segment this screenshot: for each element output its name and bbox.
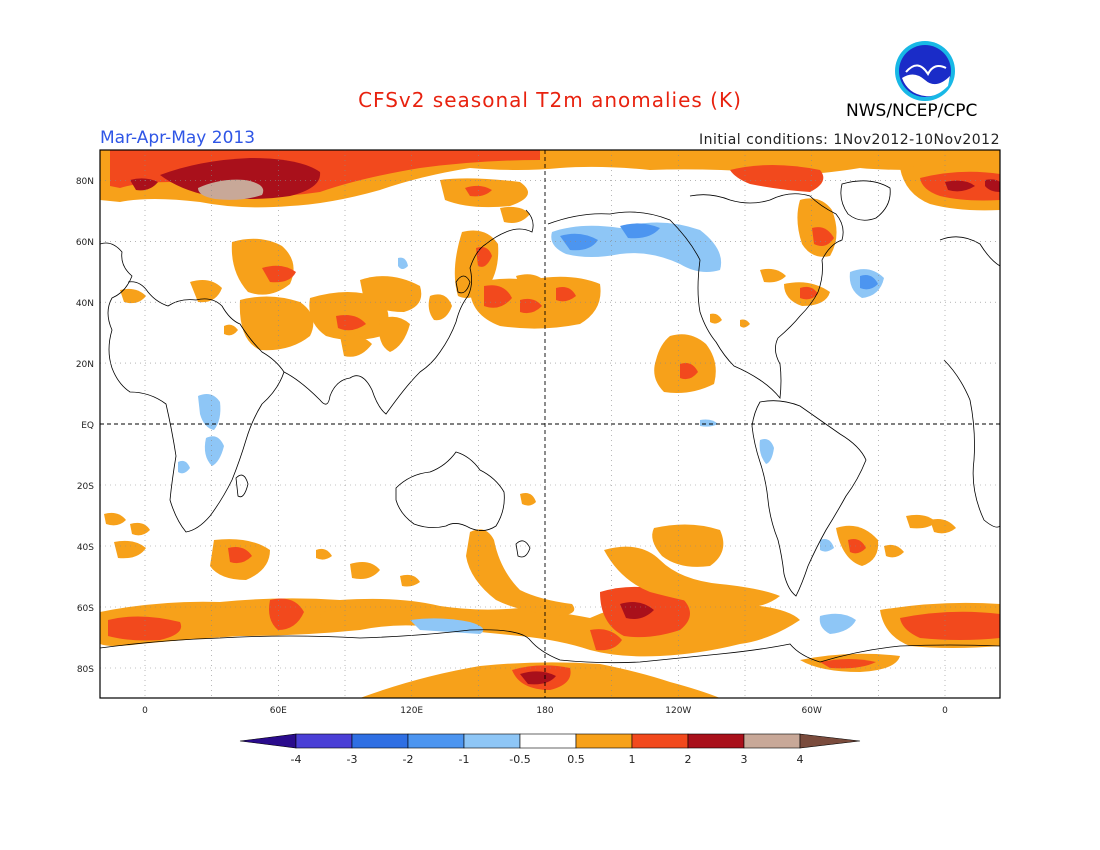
lat-label: 60N <box>76 238 94 248</box>
agency-label: NWS/NCEP/CPC <box>846 101 978 121</box>
lat-label: 80S <box>77 665 94 675</box>
colorbar-swatch <box>463 733 521 749</box>
equator-dateline <box>100 150 1000 698</box>
lat-label: EQ <box>81 421 94 431</box>
lat-label: 20N <box>76 360 94 370</box>
colorbar-label: 1 <box>629 753 636 766</box>
colorbar-swatch <box>687 733 745 749</box>
lon-label: 60E <box>270 706 287 716</box>
noaa-logo-icon <box>895 41 955 101</box>
lat-label: 40N <box>76 299 94 309</box>
lon-label: 120E <box>400 706 423 716</box>
lon-label: 0 <box>942 706 948 716</box>
colorbar-swatch <box>799 733 861 749</box>
lon-label: 60W <box>802 706 822 716</box>
latitude-labels: 80N 60N 40N 20N EQ 20S 40S 60S 80S <box>76 177 94 675</box>
lat-label: 40S <box>77 543 94 553</box>
colorbar-swatch <box>351 733 409 749</box>
lat-label: 20S <box>77 482 94 492</box>
colorbar-label: -1 <box>459 753 470 766</box>
colorbar-swatch <box>575 733 633 749</box>
initial-conditions-label: Initial conditions: 1Nov2012-10Nov2012 <box>698 132 1000 148</box>
longitude-labels: 0 60E 120E 180 120W 60W 0 <box>142 706 948 716</box>
page-title: CFSv2 seasonal T2m anomalies (K) <box>358 88 742 112</box>
eurasia-warm-region <box>120 238 422 357</box>
lon-label: 120W <box>665 706 691 716</box>
colorbar-swatch <box>519 733 577 749</box>
colorbar-swatch <box>743 733 801 749</box>
north-pacific-warm-region <box>428 206 601 329</box>
colorbar-label: 0.5 <box>567 753 585 766</box>
colorbar-label: -4 <box>291 753 302 766</box>
arctic-warm-region <box>100 150 1000 211</box>
lon-label: 180 <box>536 706 553 716</box>
season-label: Mar-Apr-May 2013 <box>100 128 256 148</box>
colorbar-swatch <box>239 733 297 749</box>
lat-label: 60S <box>77 604 94 614</box>
colorbar-swatch <box>631 733 689 749</box>
lon-label: 0 <box>142 706 148 716</box>
colorbar-label: 3 <box>741 753 748 766</box>
colorbar-label: -3 <box>347 753 358 766</box>
colorbar-label: 4 <box>797 753 804 766</box>
colorbar-swatch <box>407 733 465 749</box>
colorbar-label: 2 <box>685 753 692 766</box>
cool-anomaly-regions <box>178 222 884 634</box>
map-grid <box>100 150 1000 698</box>
east-pacific-warm-region <box>654 313 750 393</box>
southern-midlat-warm-region <box>104 493 956 616</box>
lat-label: 80N <box>76 177 94 187</box>
colorbar-label: -2 <box>403 753 414 766</box>
colorbar-swatch <box>295 733 353 749</box>
colorbar-label: -0.5 <box>509 753 530 766</box>
map-frame <box>99 149 1001 699</box>
colorbar: -4 -3 -2 -1 -0.5 0.5 1 2 3 4 <box>239 733 861 766</box>
north-atlantic-warm-region <box>760 198 837 306</box>
antarctic-warm-region <box>360 653 900 698</box>
